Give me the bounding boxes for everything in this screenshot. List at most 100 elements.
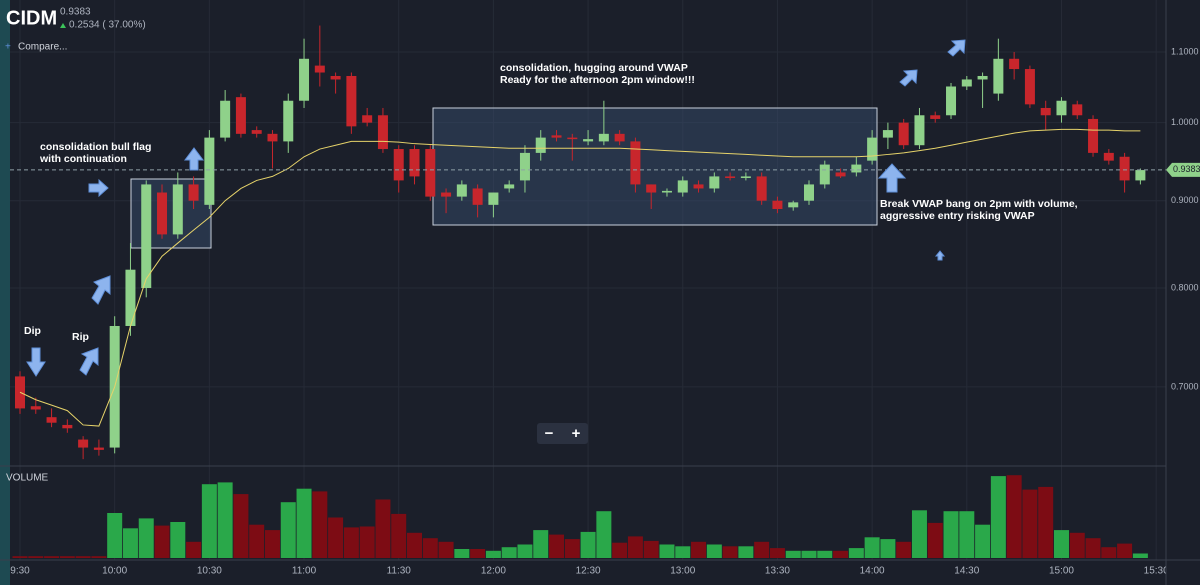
volume-bar — [769, 548, 785, 558]
arrow — [947, 39, 966, 57]
candle-body — [330, 75, 341, 80]
y-tick-label: 0.9000 — [1171, 195, 1199, 205]
candle-body — [220, 100, 231, 138]
symbol: CIDM — [6, 7, 57, 29]
candle-body — [188, 184, 199, 201]
candle-body — [314, 65, 325, 73]
volume-bar — [233, 494, 249, 558]
candle-body — [78, 439, 89, 448]
volume-bar — [59, 556, 75, 558]
candle-body — [1088, 118, 1099, 153]
candle-body — [725, 176, 736, 179]
x-tick-label: 10:30 — [197, 566, 222, 577]
candle-body — [456, 184, 467, 197]
volume-bar — [801, 550, 817, 558]
volume-bar — [1117, 543, 1133, 558]
volume-bar — [691, 541, 707, 558]
volume-bar — [343, 527, 359, 558]
volume-bar — [359, 526, 375, 558]
candle-body — [346, 75, 357, 127]
annotation: consolidation bull flag — [40, 141, 151, 153]
annotation: Break VWAP bang on 2pm with volume, — [880, 198, 1078, 210]
volume-bar — [959, 511, 975, 558]
volume-bar — [517, 544, 533, 558]
arrow — [79, 347, 99, 376]
volume-bar — [1038, 486, 1054, 558]
x-tick-label: 14:30 — [954, 566, 979, 577]
candle-body — [551, 135, 562, 138]
volume-bar — [990, 476, 1006, 558]
candle-body — [804, 184, 814, 201]
zoom-control — [537, 423, 588, 444]
candle-body — [614, 133, 625, 142]
axes: 0.7000 0.8000 0.9000 1.0000 1.1000 9:30 10:00 1… — [10, 46, 1200, 577]
x-tick-label: 10:00 — [102, 566, 127, 577]
volume-bar — [28, 556, 44, 558]
compare[interactable]: Compare... — [18, 42, 67, 53]
candle-body — [1135, 170, 1146, 181]
volume-bar — [533, 530, 549, 558]
volume-bar — [438, 541, 454, 558]
volume-bar — [186, 541, 202, 558]
y-tick-label: 0.7000 — [1171, 381, 1199, 391]
candle-body — [882, 130, 893, 138]
candle-body — [267, 133, 278, 142]
x-tick-label: 15:30 — [1144, 566, 1169, 577]
x-tick-label: 12:30 — [576, 566, 601, 577]
candle-body — [598, 133, 609, 142]
volume-bar — [44, 556, 60, 558]
candle-body — [646, 184, 657, 193]
candle-body — [519, 152, 530, 181]
candle-body — [835, 172, 846, 177]
candle-body — [693, 184, 704, 189]
compare-plus[interactable]: + — [5, 42, 11, 53]
volume-bar — [296, 488, 312, 558]
change: 0.2534 ( 37.00%) — [69, 20, 146, 31]
volume-bar — [896, 541, 912, 558]
volume-bar — [217, 482, 233, 558]
volume-bar — [407, 532, 422, 558]
volume-bar — [706, 544, 722, 558]
candle-body — [788, 202, 799, 208]
x-tick-label: 13:00 — [670, 566, 695, 577]
x-tick-label: 13:30 — [765, 566, 790, 577]
volume-bar — [675, 546, 691, 558]
volume-bar — [1006, 475, 1022, 558]
price-tag-label: 0.938300 — [1173, 164, 1200, 174]
y-tick-label: 1.0000 — [1171, 117, 1199, 127]
volume-bar — [312, 491, 328, 558]
candle-body — [583, 139, 594, 142]
volume-bar — [485, 550, 501, 558]
candle-body — [740, 176, 751, 179]
candle-body — [977, 75, 988, 80]
side-strip — [0, 0, 10, 585]
volume-bar — [422, 538, 438, 558]
arrow — [934, 250, 946, 261]
zoom-out[interactable]: − — [545, 425, 554, 442]
consolidation-box — [432, 107, 878, 226]
candle-body — [472, 188, 483, 205]
volume-bar — [249, 524, 265, 558]
candle-body — [851, 164, 862, 173]
arrow — [26, 347, 46, 377]
candle-body — [993, 58, 1004, 94]
x-tick-label: 14:00 — [860, 566, 885, 577]
volume-bar — [549, 534, 565, 558]
candle-body — [93, 447, 104, 450]
candle-body — [172, 184, 183, 235]
candle-body — [141, 184, 152, 288]
zoom-in[interactable]: + — [572, 425, 581, 442]
volume-bar — [264, 530, 280, 558]
candle-body — [898, 122, 909, 146]
candle-body — [204, 137, 215, 205]
volume-bar — [738, 546, 754, 558]
candle-body — [772, 200, 783, 209]
candle-body — [157, 192, 168, 235]
vwap-line — [19, 128, 1141, 427]
y-tick-label: 1.1000 — [1171, 46, 1199, 56]
annotation: Dip — [24, 325, 41, 337]
volume-bar — [122, 528, 138, 558]
volume-bar — [596, 511, 612, 558]
candle-body — [914, 115, 925, 146]
volume-bar — [785, 550, 801, 558]
